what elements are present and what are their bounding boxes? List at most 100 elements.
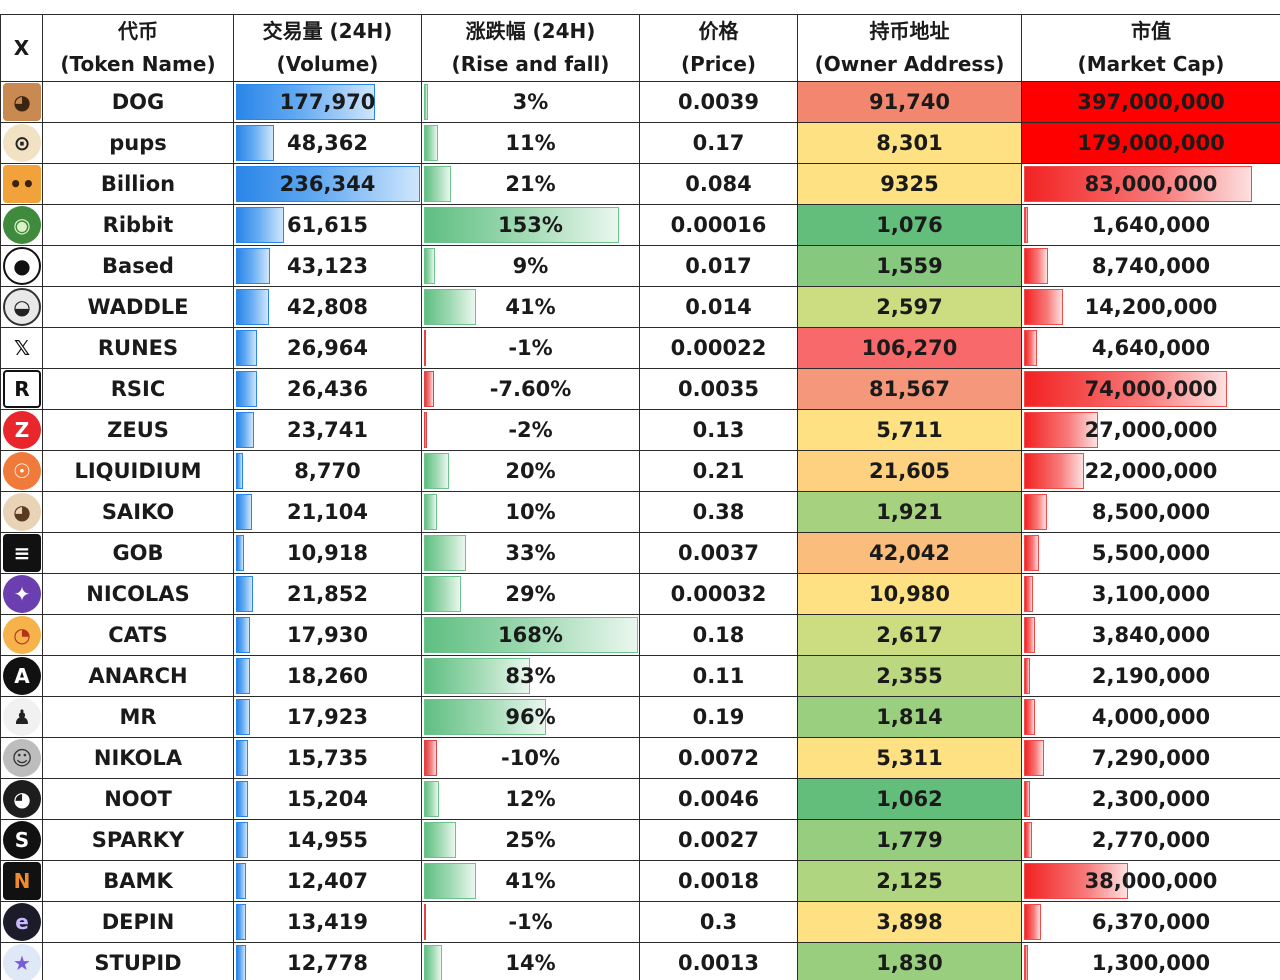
price-value: 0.21 [692, 459, 745, 483]
market-cap-cell: 14,200,000 [1021, 286, 1280, 328]
market-cap-cell: 3,840,000 [1021, 614, 1280, 656]
negative-change-bar [424, 412, 427, 448]
market-cap-bar [1024, 289, 1063, 325]
owner-address-value: 9325 [880, 172, 939, 196]
price-cell: 0.0035 [639, 368, 798, 410]
suited-man-icon: ♟ [3, 698, 41, 736]
owner-address-value: 1,779 [876, 828, 943, 852]
market-cap-value: 38,000,000 [1084, 869, 1218, 893]
volume-cell: 10,918 [233, 532, 422, 574]
table-row: ✦ NICOLAS 21,852 29% 0.00032 10,980 3,100,000 [0, 573, 1280, 615]
rise-fall-value: 20% [505, 459, 556, 483]
rise-fall-value: 14% [505, 951, 556, 975]
portrait-icon: ☺ [3, 739, 41, 777]
market-cap-value: 1,300,000 [1091, 951, 1211, 975]
token-name-cell: Billion [42, 163, 234, 205]
zeus-logo-icon: Z [3, 411, 41, 449]
penguin-icon: ◒ [3, 288, 41, 326]
token-name: Ribbit [102, 213, 174, 237]
rise-fall-value: 25% [505, 828, 556, 852]
market-cap-cell: 83,000,000 [1021, 163, 1280, 205]
owner-address-cell: 1,559 [797, 245, 1022, 287]
owner-address-cell: 8,301 [797, 122, 1022, 164]
token-name-cell: DEPIN [42, 901, 234, 943]
token-name-cell: GOB [42, 532, 234, 574]
price-value: 0.0046 [677, 787, 760, 811]
volume-cell: 43,123 [233, 245, 422, 287]
volume-value: 18,260 [286, 664, 369, 688]
rise-fall-cell: 9% [421, 245, 640, 287]
price-value: 0.0039 [677, 90, 760, 114]
owner-address-value: 1,062 [876, 787, 943, 811]
volume-value: 13,419 [286, 910, 369, 934]
token-name: BAMK [103, 869, 173, 893]
positive-change-bar [424, 781, 440, 817]
table-body: ◕ DOG 177,970 3% 0.0039 91,740 397,000,000 ⊙ pup… [0, 81, 1280, 980]
volume-bar [236, 125, 274, 161]
volume-value: 10,918 [286, 541, 369, 565]
market-cap-cell: 397,000,000 [1021, 81, 1280, 123]
price-cell: 0.00016 [639, 204, 798, 246]
rise-fall-cell: 20% [421, 450, 640, 492]
table-row: ◔ CATS 17,930 168% 0.18 2,617 3,840,000 [0, 614, 1280, 656]
table-row: S SPARKY 14,955 25% 0.0027 1,779 2,770,000 [0, 819, 1280, 861]
volume-bar [236, 822, 248, 858]
price-value: 0.18 [692, 623, 745, 647]
token-name: SPARKY [91, 828, 185, 852]
price-cell: 0.11 [639, 655, 798, 697]
volume-value: 48,362 [286, 131, 369, 155]
price-cell: 0.38 [639, 491, 798, 533]
token-icon-cell: •• [0, 163, 43, 205]
price-cell: 0.014 [639, 286, 798, 328]
volume-cell: 42,808 [233, 286, 422, 328]
rise-fall-value: 12% [505, 787, 556, 811]
volume-value: 17,923 [286, 705, 369, 729]
market-cap-cell: 2,770,000 [1021, 819, 1280, 861]
market-cap-value: 4,640,000 [1091, 336, 1211, 360]
price-cell: 0.0037 [639, 532, 798, 574]
rise-fall-cell: -2% [421, 409, 640, 451]
rise-fall-cell: 83% [421, 655, 640, 697]
table-row: ◕ DOG 177,970 3% 0.0039 91,740 397,000,000 [0, 81, 1280, 123]
token-icon-cell: ◉ [0, 204, 43, 246]
owner-address-value: 5,311 [876, 746, 943, 770]
volume-cell: 61,615 [233, 204, 422, 246]
market-cap-value: 8,500,000 [1091, 500, 1211, 524]
token-name: DOG [111, 90, 165, 114]
volume-bar [236, 535, 245, 571]
market-cap-bar [1024, 904, 1042, 940]
market-cap-cell: 38,000,000 [1021, 860, 1280, 902]
table-row: A ANARCH 18,260 83% 0.11 2,355 2,190,000 [0, 655, 1280, 697]
market-cap-bar [1024, 658, 1030, 694]
rise-fall-cell: 33% [421, 532, 640, 574]
owner-address-cell: 2,617 [797, 614, 1022, 656]
token-icon-cell: S [0, 819, 43, 861]
hamster-icon: ◕ [3, 493, 41, 531]
owner-address-cell: 42,042 [797, 532, 1022, 574]
table-row: Z ZEUS 23,741 -2% 0.13 5,711 27,000,000 [0, 409, 1280, 451]
volume-cell: 14,955 [233, 819, 422, 861]
price-value: 0.014 [685, 295, 752, 319]
price-cell: 0.21 [639, 450, 798, 492]
volume-value: 42,808 [286, 295, 369, 319]
price-value: 0.0018 [677, 869, 760, 893]
volume-bar [236, 453, 243, 489]
market-cap-cell: 4,640,000 [1021, 327, 1280, 369]
token-icon-cell: ◕ [0, 778, 43, 820]
rise-fall-cell: 12% [421, 778, 640, 820]
table-row: •• Billion 236,344 21% 0.084 9325 83,000,000 [0, 163, 1280, 205]
table-row: ● Based 43,123 9% 0.017 1,559 8,740,000 [0, 245, 1280, 287]
market-cap-cell: 179,000,000 [1021, 122, 1280, 164]
owner-address-value: 81,567 [868, 377, 951, 401]
volume-cell: 15,735 [233, 737, 422, 779]
pup-face-icon: ⊙ [3, 124, 41, 162]
price-value: 0.11 [692, 664, 745, 688]
market-cap-cell: 22,000,000 [1021, 450, 1280, 492]
market-cap-cell: 7,290,000 [1021, 737, 1280, 779]
volume-bar [236, 166, 420, 202]
table-row: ☺ NIKOLA 15,735 -10% 0.0072 5,311 7,290,000 [0, 737, 1280, 779]
rise-fall-cell: 10% [421, 491, 640, 533]
positive-change-bar [424, 822, 456, 858]
token-icon-cell: ◕ [0, 491, 43, 533]
owner-address-value: 91,740 [868, 90, 951, 114]
